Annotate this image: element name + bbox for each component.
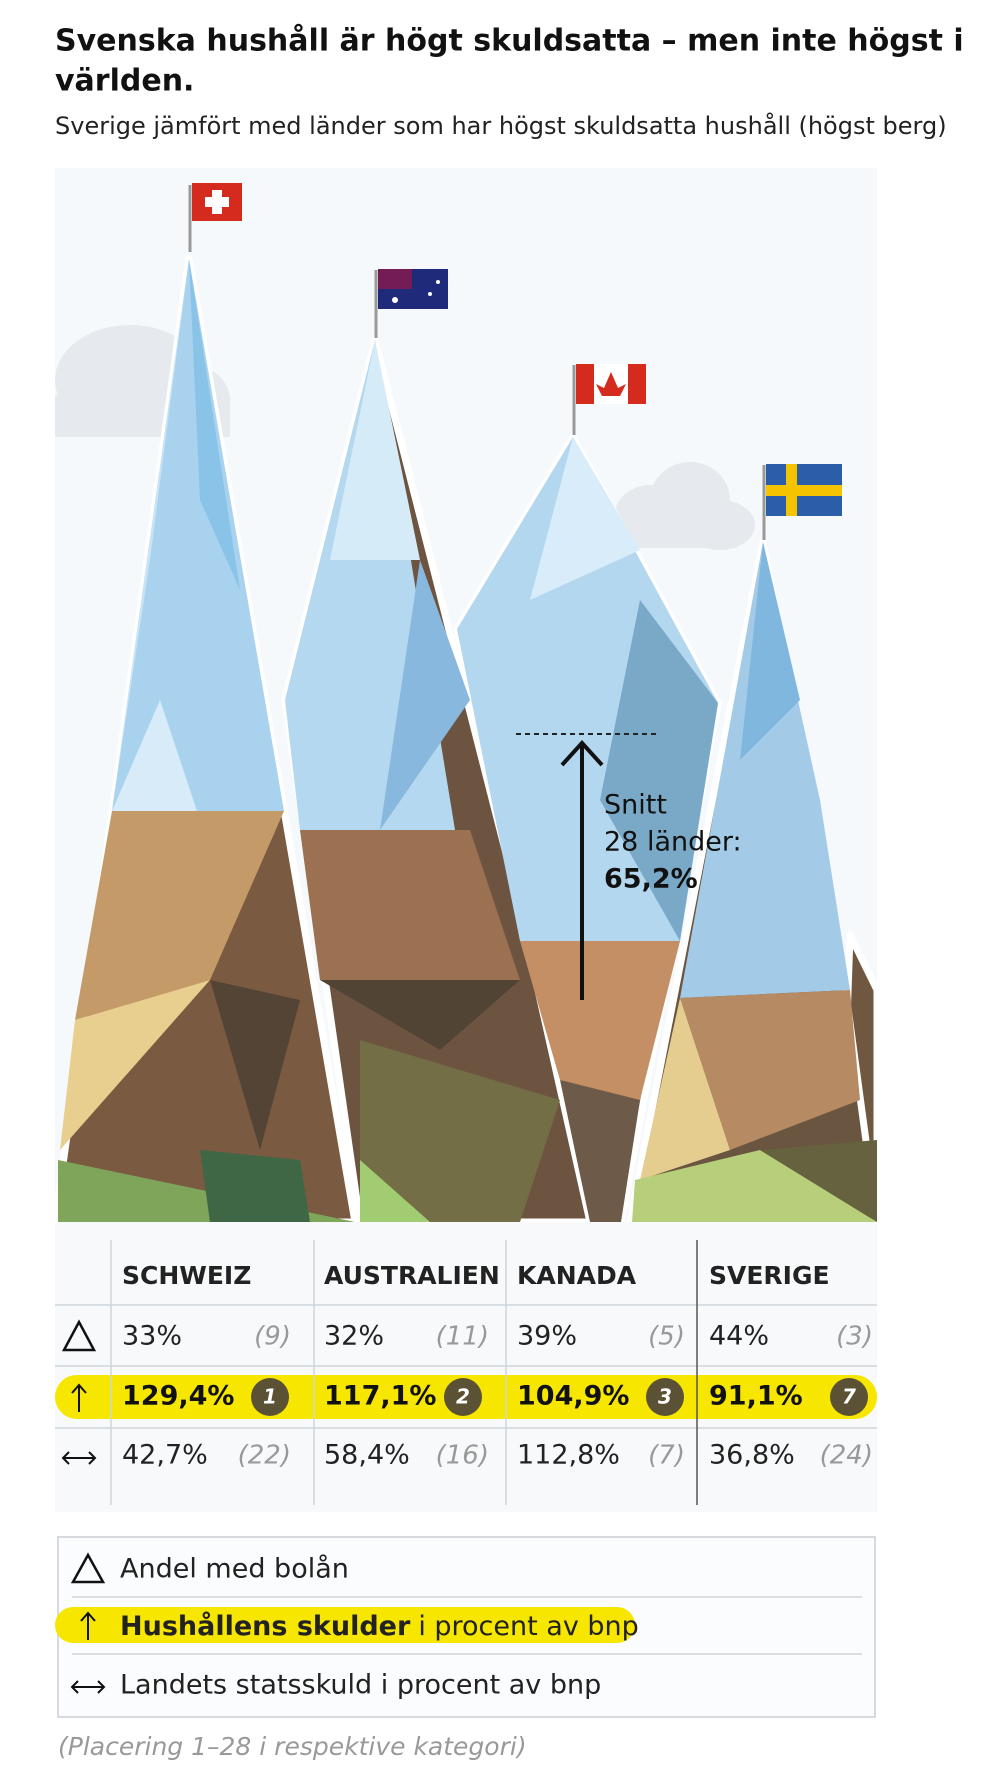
cell-value: 39% — [517, 1321, 577, 1352]
legend: Andel med bolån Hushållens skulder i proc… — [55, 1536, 876, 1718]
legend-item: Hushållens skulder i procent av bnp — [120, 1610, 639, 1642]
cell-value: 42,7% — [122, 1440, 208, 1471]
legend-item: Landets statsskuld i procent av bnp — [120, 1670, 601, 1701]
legend-bold: Hushållens skulder — [120, 1610, 411, 1642]
legend-text: i procent av bnp — [418, 1611, 638, 1642]
table: SCHWEIZ AUSTRALIEN KANADA SVERIGE 33% (9) 32% (… — [55, 1222, 877, 1512]
rank-badge — [444, 1378, 482, 1416]
rank-badge — [830, 1378, 868, 1416]
annotation-value: 65,2% — [604, 864, 698, 895]
cell-value: 91,1% — [709, 1381, 803, 1412]
rank-badge — [251, 1378, 289, 1416]
column-header: AUSTRALIEN — [324, 1261, 500, 1290]
cell-value: 32% — [324, 1321, 384, 1352]
annotation: Snitt — [604, 790, 667, 821]
cell-value: 58,4% — [324, 1440, 410, 1471]
rank: 1 — [263, 1385, 277, 1409]
rank: (11) — [436, 1322, 489, 1352]
cell-value: 104,9% — [517, 1381, 629, 1412]
column-header: KANADA — [517, 1261, 637, 1290]
rank: (16) — [436, 1441, 489, 1471]
rank: (22) — [238, 1441, 291, 1471]
column-header: SCHWEIZ — [122, 1261, 251, 1290]
footnote: (Placering 1–28 i respektive kategori) — [58, 1732, 527, 1761]
subtitle: Sverige jämfört med länder som har högst… — [55, 111, 947, 140]
legend-item: Andel med bolån — [120, 1554, 349, 1585]
illustration: Snitt 28 länder: 65,2% — [51, 168, 881, 1226]
rank: (9) — [254, 1322, 291, 1352]
arrow-head — [560, 740, 604, 767]
title: världen. — [55, 64, 194, 99]
cell-value: 112,8% — [517, 1440, 620, 1471]
rank: 7 — [842, 1385, 856, 1409]
cell-value: 33% — [122, 1321, 182, 1352]
rank: (24) — [820, 1441, 873, 1471]
column-header: SVERIGE — [709, 1261, 830, 1290]
cell-value: 129,4% — [122, 1381, 234, 1412]
cell-value: 44% — [709, 1321, 769, 1352]
cell-value: 117,1% — [324, 1381, 436, 1412]
rank: (3) — [836, 1322, 873, 1352]
flags — [188, 183, 842, 540]
rank: (7) — [648, 1441, 685, 1471]
title: Svenska hushåll är högt skuldsatta – men… — [55, 23, 964, 59]
annotation: 28 länder: — [604, 827, 742, 858]
rank: (5) — [648, 1322, 685, 1352]
rank: 3 — [658, 1385, 672, 1409]
rank: 2 — [456, 1385, 470, 1409]
rank-badge — [646, 1378, 684, 1416]
cell-value: 36,8% — [709, 1440, 795, 1471]
